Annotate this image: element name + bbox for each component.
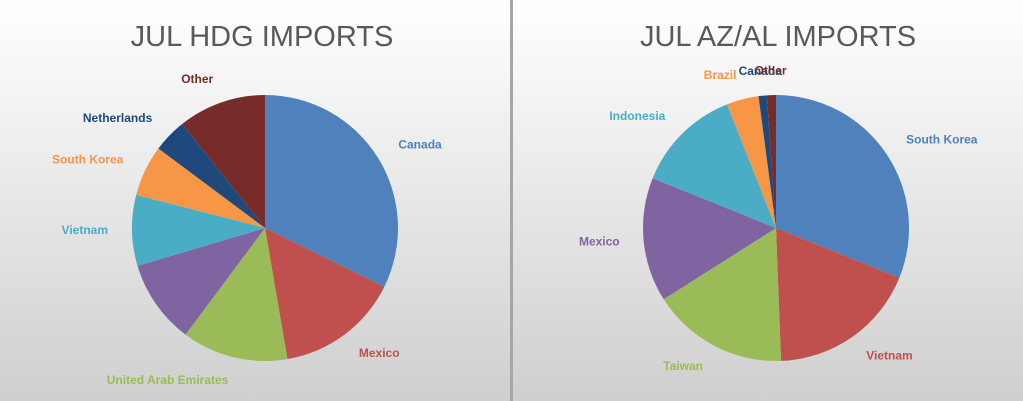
pie-slice	[265, 228, 385, 360]
slice-label: Canada	[398, 137, 442, 151]
slice-label: Canada	[739, 64, 783, 78]
slice-label: Brazil	[704, 68, 737, 82]
pie-slice	[182, 95, 265, 228]
divider	[510, 0, 513, 401]
slice-label: United Arab Emirates	[107, 373, 229, 387]
slice-label: South Korea	[52, 152, 124, 166]
pie-slice	[776, 95, 909, 278]
pie-slice	[727, 96, 776, 228]
slice-label: Netherlands	[83, 111, 153, 125]
slice-label: Mexico	[359, 346, 400, 360]
chart-title: JUL AZ/AL IMPORTS	[640, 21, 916, 53]
pie-slice	[663, 228, 782, 361]
slice-label: Indonesia	[609, 109, 665, 123]
slice-label: Other	[755, 63, 787, 77]
chart-title: JUL HDG IMPORTS	[131, 21, 394, 53]
pie-slice	[265, 95, 398, 287]
pie-slice	[776, 228, 900, 361]
pie-slice	[766, 95, 776, 228]
pie-slice	[758, 95, 776, 228]
pie-slice	[185, 228, 288, 361]
slice-label: Vietnam	[62, 223, 108, 237]
slice-label: Mexico	[579, 234, 620, 248]
slice-label: Vietnam	[866, 349, 912, 363]
slice-label: South Korea	[906, 132, 978, 146]
slice-label: Taiwan	[663, 359, 703, 373]
slice-label: Other	[181, 72, 213, 86]
pie-slice	[652, 104, 776, 228]
pie-slice	[131, 194, 265, 266]
pie-slice	[158, 123, 265, 228]
pie-slice	[643, 178, 776, 300]
pie-slice	[136, 148, 265, 228]
pie-slice	[137, 228, 265, 335]
